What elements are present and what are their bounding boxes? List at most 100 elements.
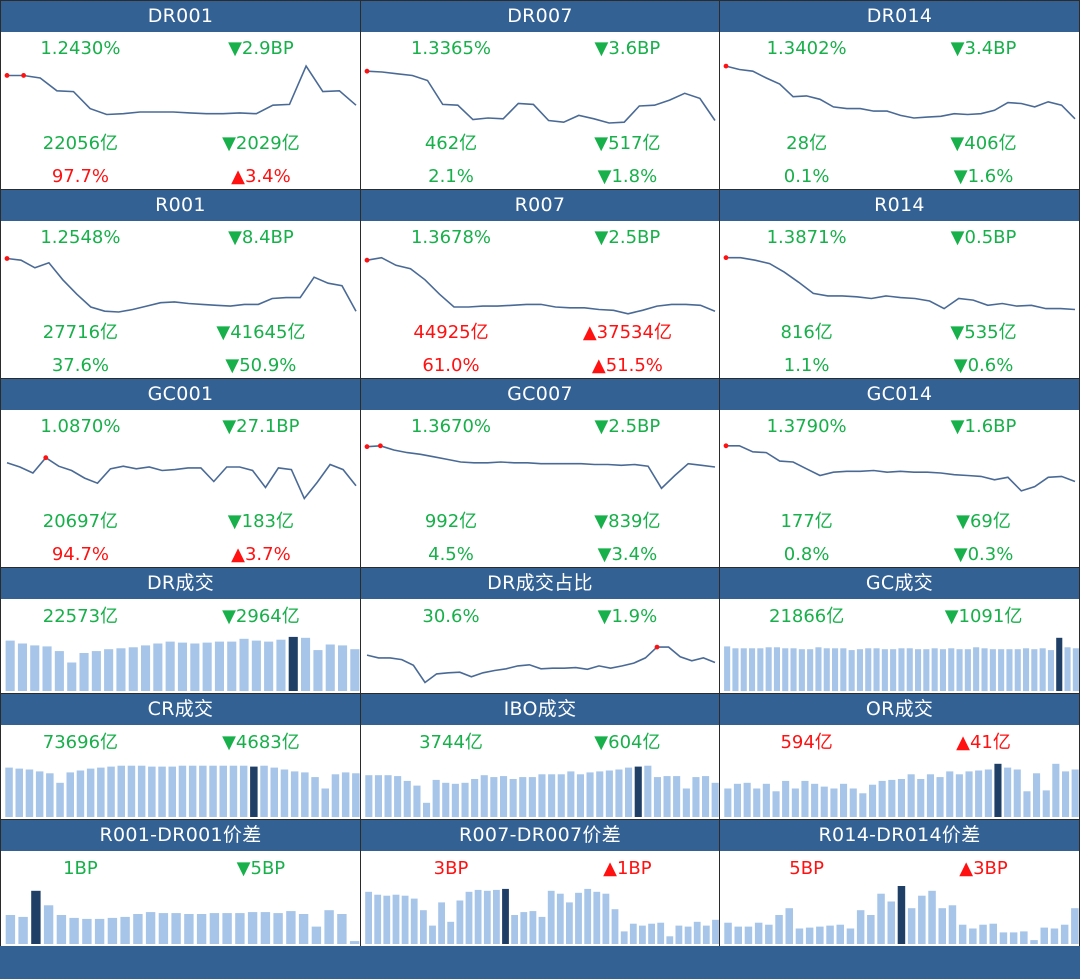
panel-title: DR001 bbox=[1, 1, 360, 32]
bar bbox=[873, 648, 880, 692]
bar bbox=[576, 774, 584, 818]
bar bbox=[629, 923, 637, 944]
stat-change: ▼1.9% bbox=[597, 606, 658, 627]
bar bbox=[394, 776, 402, 817]
bar bbox=[490, 777, 498, 817]
bar bbox=[567, 771, 575, 817]
bar bbox=[442, 782, 450, 817]
bar bbox=[890, 649, 897, 691]
bar bbox=[54, 651, 64, 691]
bar bbox=[153, 643, 163, 691]
bar bbox=[928, 890, 936, 944]
rate-value: 1.3365% bbox=[410, 38, 492, 59]
panel-title: GC001 bbox=[1, 379, 360, 410]
bar bbox=[602, 893, 610, 944]
bar bbox=[188, 765, 197, 817]
bar bbox=[145, 912, 156, 944]
panel-gc014: GC014 1.3790% ▼1.6BP 177亿 ▼69亿 0.8% ▼0.3% bbox=[719, 378, 1080, 568]
stat-change: ▼1091亿 bbox=[944, 606, 1023, 627]
bar bbox=[936, 777, 944, 817]
stat-change: ▲1BP bbox=[603, 858, 652, 879]
series-line bbox=[366, 646, 716, 684]
bar bbox=[374, 775, 382, 817]
bar bbox=[116, 648, 126, 692]
bar bbox=[311, 926, 322, 944]
bar bbox=[30, 645, 40, 691]
stat-value: 30.6% bbox=[422, 606, 480, 627]
bar bbox=[141, 645, 151, 691]
bar bbox=[548, 774, 556, 818]
panel-cr-volume: CR成交 73696亿 ▼4683亿 bbox=[0, 693, 361, 820]
bar bbox=[298, 914, 309, 944]
bar bbox=[214, 641, 224, 691]
panel-title: OR成交 bbox=[720, 694, 1079, 725]
bar bbox=[807, 649, 814, 691]
bar bbox=[955, 774, 963, 818]
bar bbox=[836, 924, 844, 944]
bar bbox=[365, 775, 373, 817]
bar bbox=[5, 767, 13, 817]
panel-title: R007 bbox=[361, 190, 719, 221]
bar bbox=[1062, 771, 1070, 817]
bar bbox=[148, 766, 156, 817]
bar bbox=[801, 780, 809, 817]
series-line bbox=[366, 70, 716, 124]
bar bbox=[15, 768, 23, 817]
volume-value: 28亿 bbox=[786, 133, 828, 154]
panel-or-volume: OR成交 594亿 ▲41亿 bbox=[719, 693, 1080, 820]
bar bbox=[615, 769, 623, 817]
bar bbox=[365, 891, 372, 944]
bar bbox=[856, 649, 863, 691]
bar bbox=[625, 767, 633, 817]
bar bbox=[816, 926, 824, 944]
bar bbox=[25, 769, 34, 817]
rate-change: ▼2.9BP bbox=[228, 38, 294, 59]
bar bbox=[438, 902, 445, 944]
bar bbox=[981, 648, 988, 692]
highlight-point bbox=[4, 73, 10, 78]
bar bbox=[898, 648, 905, 692]
bar bbox=[349, 941, 360, 944]
share-value: 2.1% bbox=[428, 166, 474, 187]
rate-change: ▼8.4BP bbox=[228, 227, 294, 248]
volume-change: ▼535亿 bbox=[950, 322, 1017, 343]
bar bbox=[107, 917, 118, 944]
bar bbox=[917, 779, 925, 817]
bar bbox=[67, 662, 77, 691]
bar bbox=[82, 918, 92, 944]
bar bbox=[775, 915, 783, 944]
bar bbox=[1050, 928, 1059, 944]
bar bbox=[815, 647, 822, 691]
bar bbox=[791, 788, 799, 817]
bar bbox=[906, 648, 913, 692]
bar bbox=[846, 928, 855, 944]
panel-title: DR014 bbox=[720, 1, 1079, 32]
bar bbox=[931, 648, 938, 692]
panel-r014-dr014-spread: R014-DR014价差 5BP ▲3BP bbox=[719, 819, 1080, 947]
bar bbox=[165, 641, 175, 691]
bar bbox=[410, 898, 418, 944]
series-line bbox=[6, 456, 357, 501]
bar bbox=[765, 924, 773, 944]
stat-change: ▼4683亿 bbox=[222, 732, 300, 753]
bar bbox=[465, 891, 473, 944]
panel-gc001: GC001 1.0870% ▼27.1BP 20697亿 ▼183亿 94.7% ▲3.7% bbox=[0, 378, 361, 568]
bar bbox=[547, 890, 555, 944]
bar bbox=[586, 772, 594, 817]
bar bbox=[946, 771, 954, 817]
volume-value: 462亿 bbox=[424, 133, 478, 154]
stat-value: 21866亿 bbox=[768, 606, 845, 627]
highlight-point bbox=[4, 256, 10, 261]
bar bbox=[260, 765, 268, 817]
highlight-point bbox=[364, 257, 370, 263]
bar bbox=[120, 916, 130, 944]
chart-r014 bbox=[723, 255, 1076, 311]
bar bbox=[128, 647, 138, 691]
bar bbox=[127, 765, 136, 817]
bar bbox=[301, 772, 309, 817]
stat-value: 3744亿 bbox=[419, 732, 483, 753]
bar bbox=[247, 912, 258, 944]
bar bbox=[538, 774, 546, 818]
share-change: ▼0.6% bbox=[953, 355, 1014, 376]
bar bbox=[702, 776, 710, 817]
